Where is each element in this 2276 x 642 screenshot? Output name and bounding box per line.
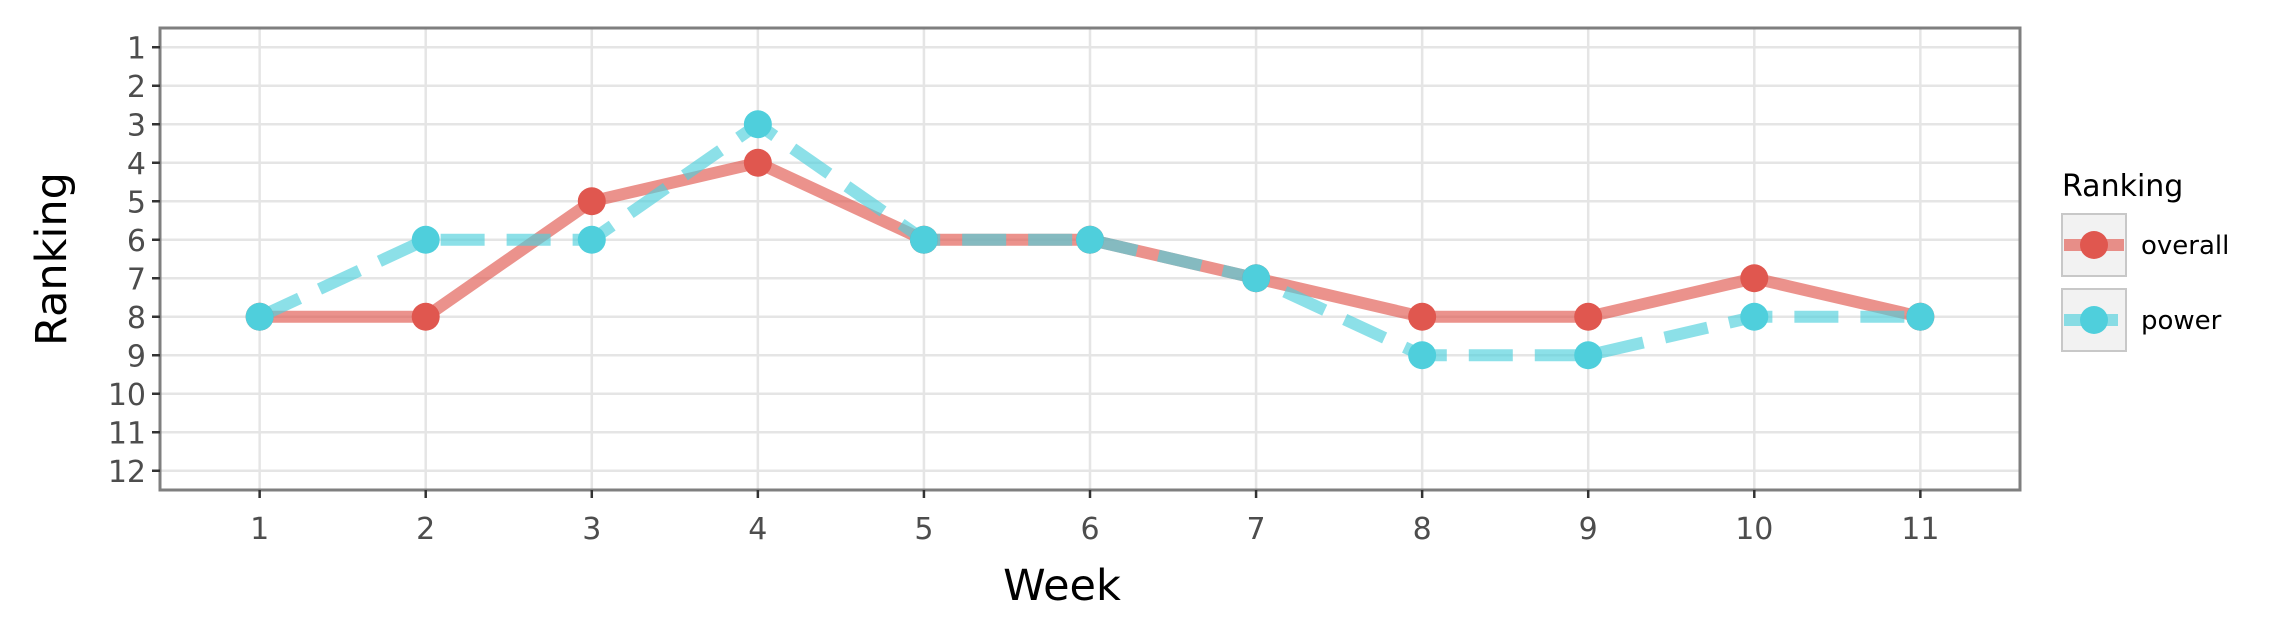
data-point-power [245, 302, 274, 331]
x-axis: 1 2 3 4 5 6 7 8 9 10 11 [250, 490, 1939, 547]
legend-items: overall power [2061, 213, 2229, 352]
x-tick-label: 2 [416, 512, 435, 547]
x-tick-label: 6 [1080, 512, 1099, 547]
y-tick-label: 10 [108, 378, 146, 413]
legend-title: Ranking [2062, 169, 2183, 204]
y-tick-label: 11 [108, 416, 146, 451]
y-tick-label: 1 [127, 31, 146, 66]
x-tick-label: 5 [914, 512, 933, 547]
x-tick-label: 11 [1901, 512, 1939, 547]
data-point-overall [577, 187, 606, 216]
data-point-power [577, 225, 606, 254]
data-point-overall [1408, 302, 1437, 331]
data-point-power [411, 225, 440, 254]
legend-label: power [2141, 306, 2222, 336]
y-tick-label: 6 [127, 224, 146, 259]
x-tick-label: 4 [748, 512, 767, 547]
data-point-overall [1574, 302, 1603, 331]
legend-label: overall [2141, 231, 2229, 261]
gridlines [160, 28, 2020, 490]
data-point-overall [743, 148, 772, 177]
y-tick-label: 4 [127, 147, 146, 182]
y-tick-label: 5 [127, 185, 146, 220]
legend-key-marker [2080, 306, 2108, 334]
data-point-overall [1740, 264, 1769, 293]
y-tick-label: 2 [127, 70, 146, 105]
series-line-power [257, 118, 1921, 362]
y-tick-label: 3 [127, 108, 146, 143]
series-points [245, 110, 1935, 370]
y-tick-label: 9 [127, 339, 146, 374]
data-point-power [909, 225, 938, 254]
data-point-power [1408, 341, 1437, 370]
y-axis-title: Ranking [27, 172, 77, 346]
x-axis-title: Week [1003, 561, 1121, 611]
legend-item-overall: overall [2061, 213, 2229, 277]
data-point-power [1242, 264, 1271, 293]
legend: Ranking overall power [2061, 169, 2229, 352]
y-tick-label: 8 [127, 301, 146, 336]
legend-item-power: power [2061, 288, 2222, 352]
data-point-power [1906, 302, 1935, 331]
x-tick-label: 10 [1735, 512, 1773, 547]
x-tick-label: 3 [582, 512, 601, 547]
x-tick-label: 1 [250, 512, 269, 547]
legend-key-marker [2080, 231, 2108, 259]
data-point-overall [411, 302, 440, 331]
data-point-power [1076, 225, 1104, 254]
y-tick-label: 7 [127, 262, 146, 297]
data-point-power [743, 110, 772, 139]
y-tick-label: 12 [108, 455, 146, 490]
data-point-power [1574, 341, 1603, 370]
x-tick-label: 7 [1247, 512, 1266, 547]
data-point-power [1740, 302, 1769, 331]
x-tick-label: 8 [1413, 512, 1432, 547]
x-tick-label: 9 [1579, 512, 1598, 547]
